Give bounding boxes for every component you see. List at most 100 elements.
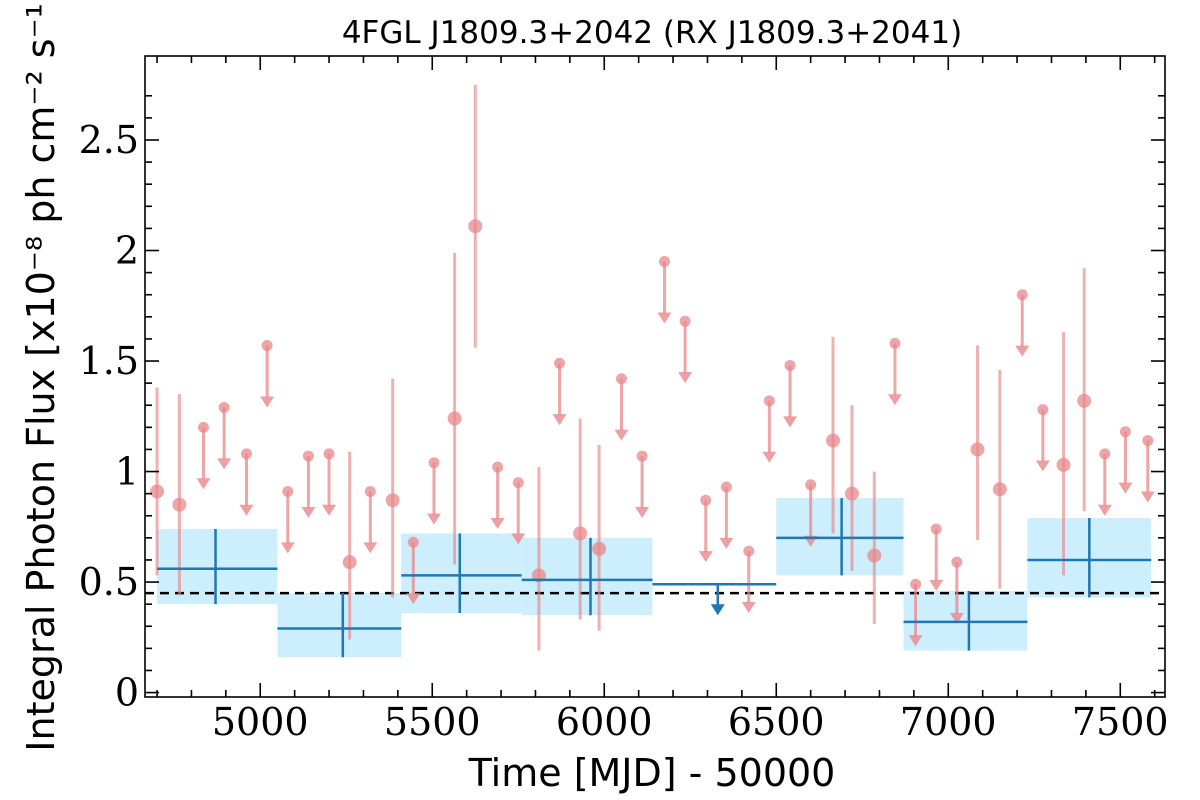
upper-limit-arrow-head xyxy=(949,613,964,625)
upper-limit-marker xyxy=(512,477,524,489)
upper-limit-arrow-head xyxy=(1097,504,1112,516)
upper-limit-marker xyxy=(658,256,670,268)
x-tick-label: 6500 xyxy=(728,700,825,744)
upper-limit-marker xyxy=(1037,404,1049,416)
long-bin-band xyxy=(157,529,278,605)
upper-limit-arrow-head xyxy=(260,396,275,408)
plot-frame xyxy=(144,55,1166,698)
upper-limit-marker xyxy=(636,450,648,462)
y-axis-label: Integral Photon Flux [x10⁻⁸ ph cm⁻² s⁻¹] xyxy=(19,0,63,752)
upper-limit-marker xyxy=(364,485,376,497)
x-tick-label: 7500 xyxy=(1072,700,1169,744)
upper-limit-arrow-head xyxy=(1118,482,1133,494)
upper-limit-arrow-head xyxy=(1035,460,1050,472)
upper-limit-marker xyxy=(889,337,901,349)
upper-limit-marker xyxy=(930,523,942,535)
short-bin-point xyxy=(573,526,588,541)
upper-limit-arrow-head xyxy=(678,372,693,384)
upper-limit-arrow-head xyxy=(239,504,254,516)
upper-limit-marker xyxy=(1099,448,1111,460)
y-tick-label: 2.5 xyxy=(79,118,139,162)
upper-limit-marker xyxy=(282,485,294,497)
long-bin-band xyxy=(401,533,522,614)
long-bin-bands xyxy=(157,498,1152,658)
upper-limit-marker xyxy=(302,450,314,462)
x-tick-label: 5500 xyxy=(384,700,481,744)
long-bin-series xyxy=(157,498,1152,658)
upper-limit-arrow-head xyxy=(426,513,441,525)
upper-limit-arrow-head xyxy=(1015,345,1030,357)
upper-limit-arrow-head xyxy=(552,414,567,426)
upper-limit-arrow-head xyxy=(887,394,902,406)
upper-limit-arrow-head xyxy=(719,537,734,549)
upper-limit-arrow-head xyxy=(657,312,672,324)
short-bin-point xyxy=(342,555,357,570)
upper-limit-marker xyxy=(720,481,732,493)
upper-limit-marker xyxy=(1142,435,1154,447)
upper-limit-arrow-head xyxy=(406,593,421,605)
upper-limit-marker xyxy=(492,461,504,473)
upper-limit-marker xyxy=(805,479,817,491)
upper-limit-marker xyxy=(1016,289,1028,301)
upper-limit-marker xyxy=(679,315,691,327)
y-tick-label: 1 xyxy=(115,450,139,494)
short-bin-point xyxy=(385,493,400,508)
short-bin-series xyxy=(150,84,1155,651)
upper-limit-marker xyxy=(1119,426,1131,438)
upper-limit-marker xyxy=(323,448,335,460)
upper-limit-arrow-head xyxy=(908,635,923,647)
upper-limit-marker xyxy=(743,545,755,557)
upper-limit-arrow-head xyxy=(322,504,337,516)
x-tick-label: 7000 xyxy=(900,700,997,744)
upper-limit-arrow-head xyxy=(762,451,777,463)
upper-limit-marker xyxy=(218,401,230,413)
short-bin-point xyxy=(592,541,607,556)
upper-limit-arrow-head xyxy=(783,416,798,428)
y-tick-label: 1.5 xyxy=(79,339,139,383)
upper-limit-arrow-head xyxy=(217,458,232,470)
upper-limit-marker xyxy=(240,448,252,460)
upper-limit-arrow-head xyxy=(280,542,295,554)
axes xyxy=(144,55,1166,698)
upper-limit-arrow-head xyxy=(1140,491,1155,503)
long-bin-upper-limit-head xyxy=(710,604,725,616)
upper-limit-arrow-head xyxy=(614,429,629,441)
short-bin-point xyxy=(468,219,483,234)
short-bin-point xyxy=(867,548,882,563)
upper-limit-arrow-head xyxy=(363,542,378,554)
short-bin-point xyxy=(992,482,1007,497)
upper-limit-arrow-head xyxy=(698,551,713,563)
short-bin-point xyxy=(970,442,985,457)
upper-limit-marker xyxy=(951,556,963,568)
upper-limit-marker xyxy=(615,373,627,385)
upper-limit-arrow-head xyxy=(929,579,944,591)
y-tick-label: 0 xyxy=(115,671,139,715)
short-bin-point xyxy=(844,486,859,501)
y-tick-label: 2 xyxy=(115,229,139,273)
y-tick-label: 0.5 xyxy=(79,560,139,604)
upper-limit-arrow-head xyxy=(741,602,756,614)
x-tick-label: 5000 xyxy=(212,700,309,744)
upper-limit-marker xyxy=(554,357,566,369)
x-axis-label: Time [MJD] - 50000 xyxy=(468,751,836,795)
upper-limit-marker xyxy=(197,421,209,433)
short-bin-point xyxy=(1077,393,1092,408)
long-bin-band xyxy=(277,593,402,658)
short-bin-point xyxy=(826,433,841,448)
upper-limit-marker xyxy=(700,494,712,506)
upper-limit-marker xyxy=(261,340,273,352)
upper-limit-marker xyxy=(910,578,922,590)
short-bin-point xyxy=(1056,457,1071,472)
tick-labels: 5000 5500 6000 6500 7000 7500 0 0.5 1 1.5 2 2.5 xyxy=(79,118,1169,744)
upper-limit-marker xyxy=(407,536,419,548)
upper-limit-marker xyxy=(428,457,440,469)
short-bin-point xyxy=(172,497,187,512)
chart-title: 4FGL J1809.3+2042 (RX J1809.3+2041) xyxy=(342,15,962,51)
upper-limit-marker xyxy=(784,359,796,371)
upper-limit-marker xyxy=(763,395,775,407)
upper-limit-arrow-head xyxy=(196,478,211,490)
short-bin-point xyxy=(150,484,165,499)
upper-limit-arrow-head xyxy=(635,506,650,518)
short-bin-point xyxy=(447,411,462,426)
